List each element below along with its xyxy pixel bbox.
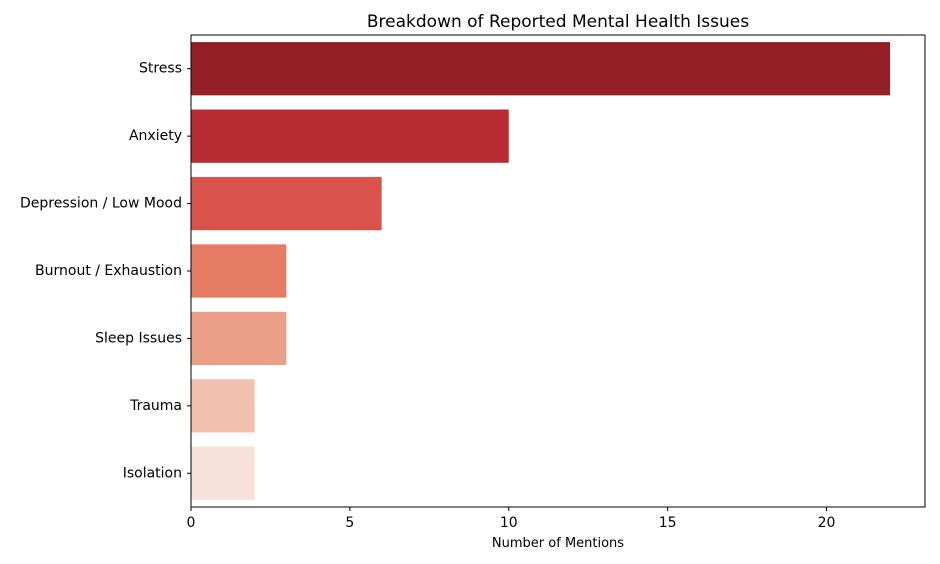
bar-sleep-issues xyxy=(191,311,287,366)
bar-depression-low-mood xyxy=(191,176,382,231)
y-tick-label: Depression / Low Mood xyxy=(20,196,182,212)
x-tick-label: 0 xyxy=(187,515,196,531)
y-tick-label: Stress xyxy=(139,61,182,77)
bar-isolation xyxy=(191,446,255,500)
x-axis-label: Number of Mentions xyxy=(492,536,624,551)
y-tick-label: Burnout / Exhaustion xyxy=(35,263,182,279)
chart-title: Breakdown of Reported Mental Health Issu… xyxy=(367,12,749,32)
x-tick-label: 15 xyxy=(659,515,677,531)
y-tick-label: Isolation xyxy=(123,465,182,481)
plot-area: Stress Anxiety Depression / Low Mood Burnou… xyxy=(20,34,926,531)
x-tick-label: 20 xyxy=(818,515,836,531)
x-tick-label: 5 xyxy=(345,515,354,531)
y-tick-label: Sleep Issues xyxy=(95,330,182,346)
bar-anxiety xyxy=(191,109,509,163)
y-tick-label: Anxiety xyxy=(129,128,182,144)
bar-trauma xyxy=(191,379,255,433)
bar-stress xyxy=(191,42,891,96)
y-tick-label: Trauma xyxy=(129,398,182,414)
axes-frame xyxy=(190,34,926,508)
bar-burnout-exhaustion xyxy=(191,244,287,298)
x-tick-label: 10 xyxy=(500,515,518,531)
